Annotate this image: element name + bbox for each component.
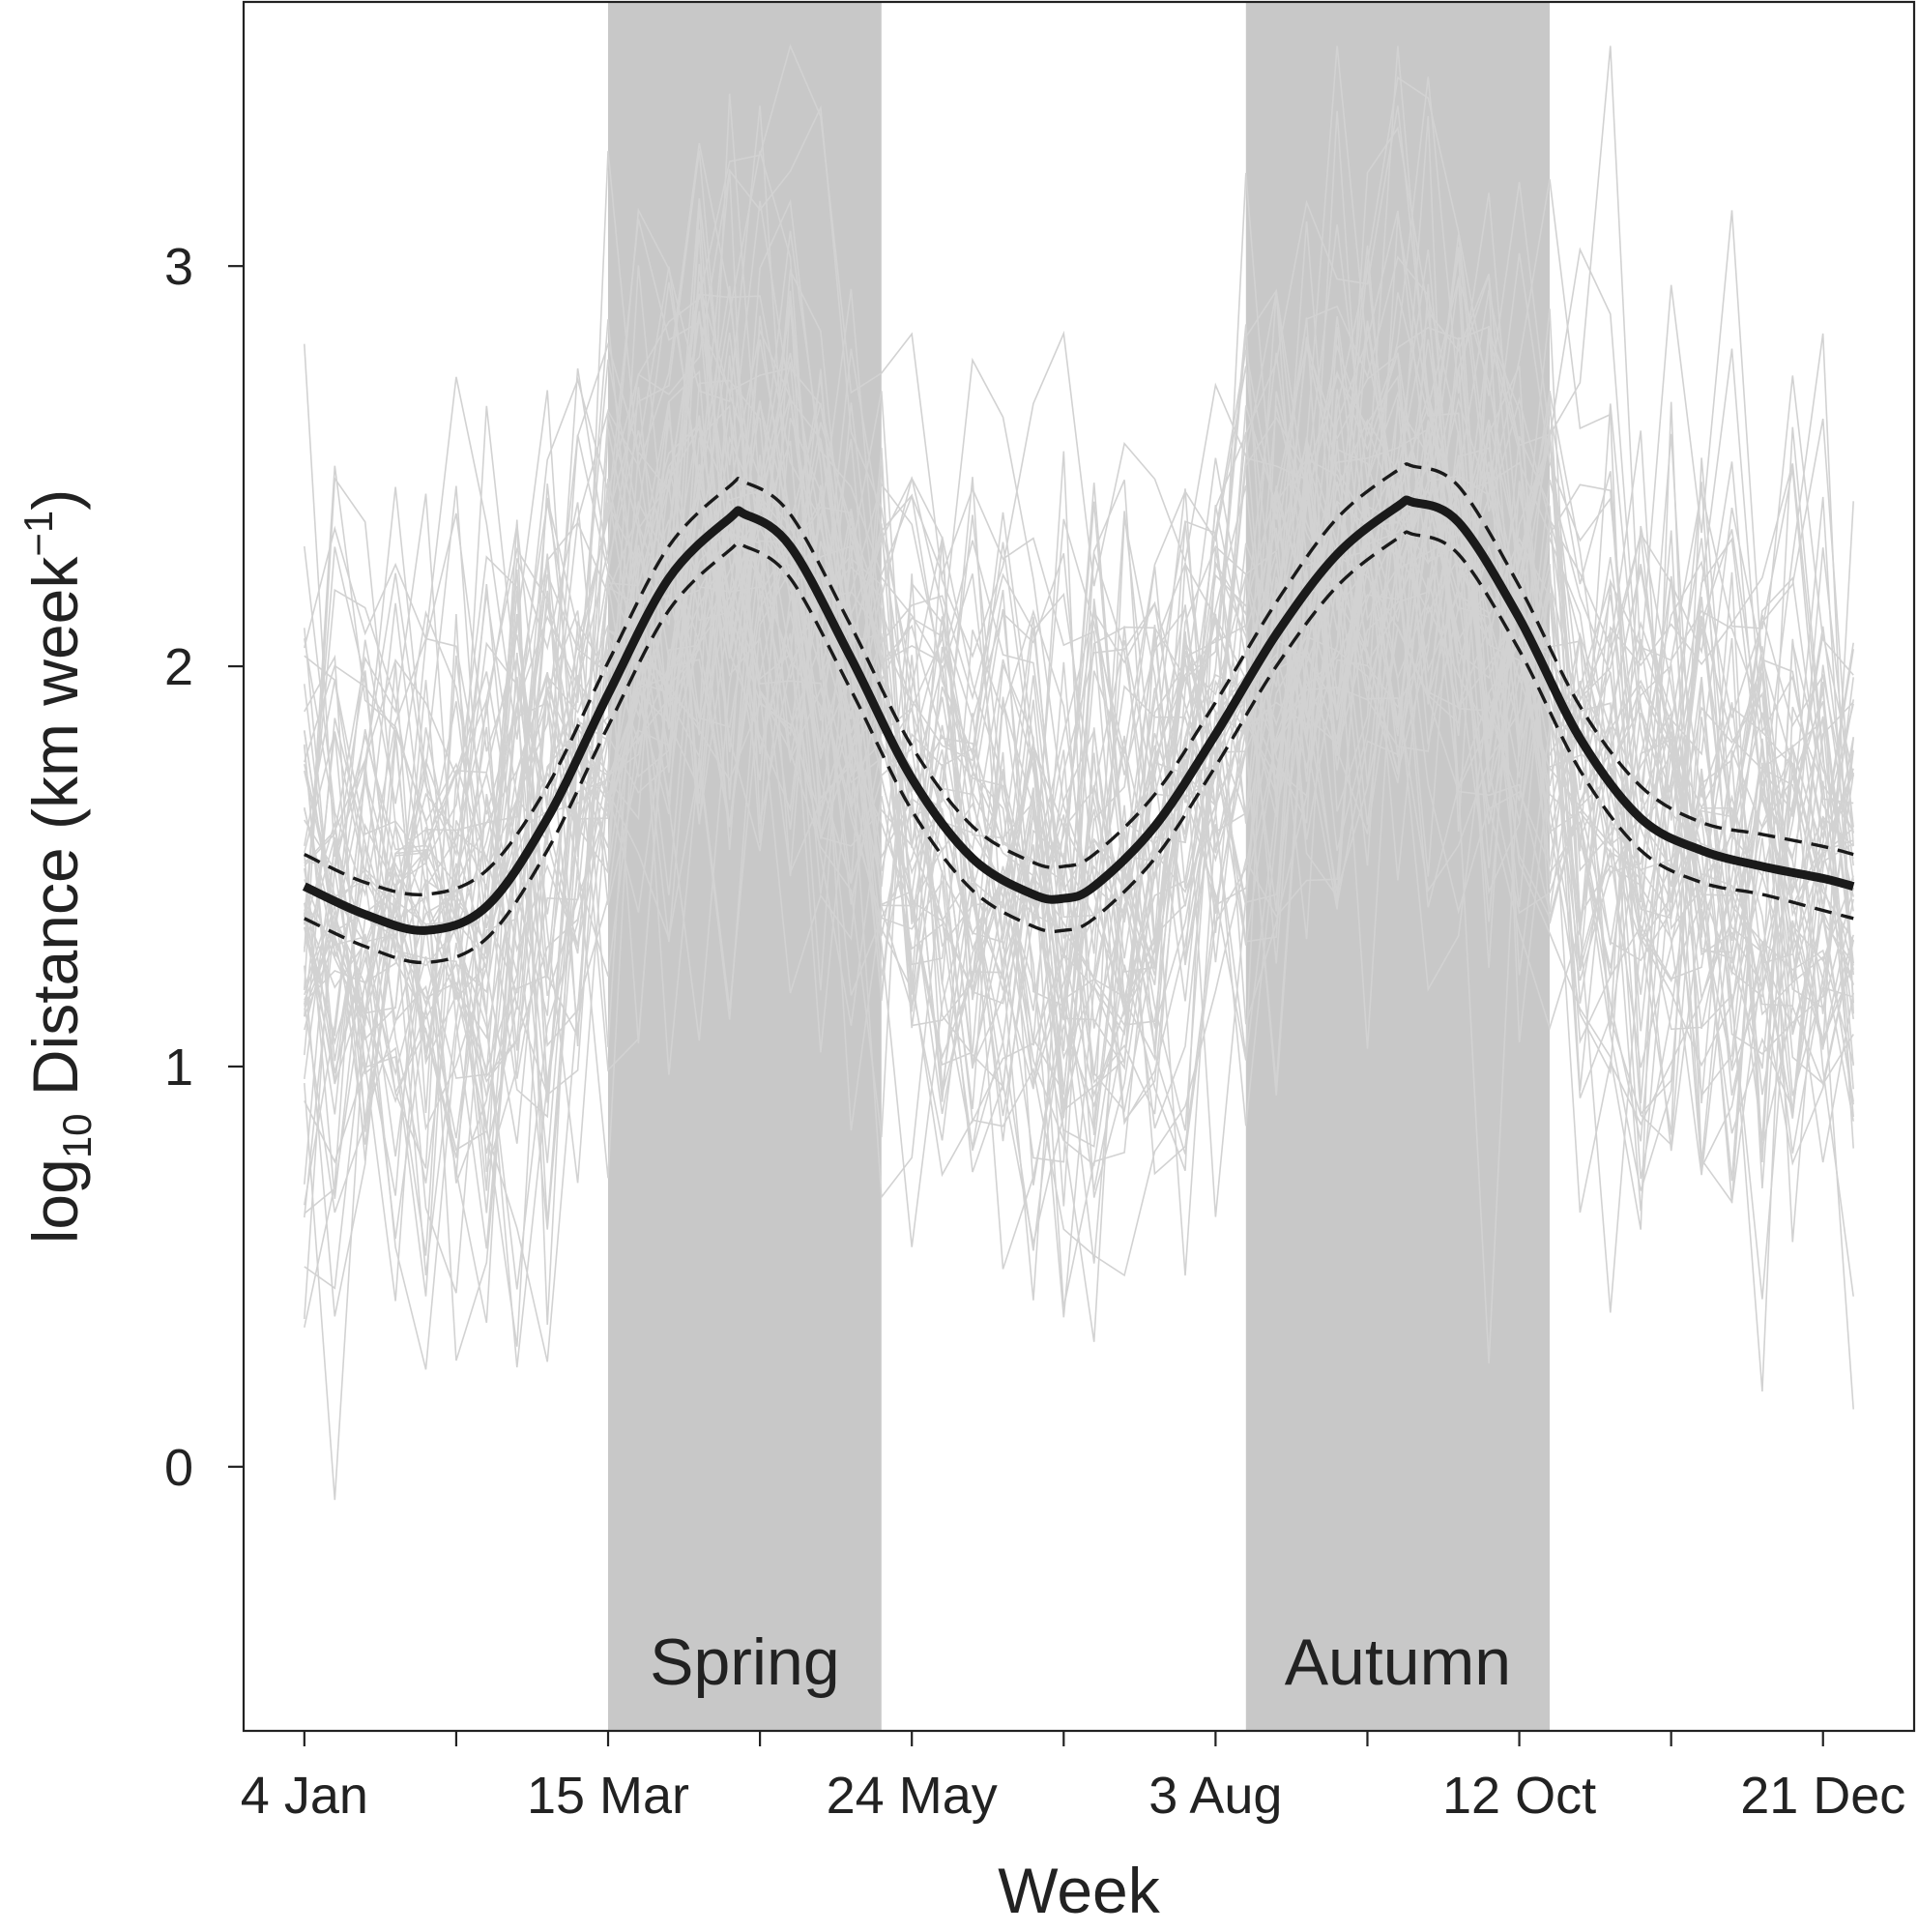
individual-track xyxy=(304,44,1854,740)
x-tick-label: 3 Aug xyxy=(1148,1767,1282,1825)
individual-tracks xyxy=(304,44,1854,1501)
plot-border xyxy=(242,0,1916,1733)
individual-track xyxy=(304,268,1854,966)
individual-track xyxy=(304,229,1854,1176)
y-tick-label: 0 xyxy=(164,1439,193,1497)
plot-frame xyxy=(242,0,1916,1733)
individual-track xyxy=(304,294,1854,1163)
fitted-mean-line xyxy=(302,495,1855,935)
x-tick-label: 21 Dec xyxy=(1740,1767,1905,1825)
individual-track xyxy=(304,404,1854,1368)
individual-track xyxy=(304,457,1854,1308)
season-label-autumn: Autumn xyxy=(1285,1625,1511,1699)
y-tick-label: 2 xyxy=(164,638,193,696)
x-tick-label: 4 Jan xyxy=(241,1767,368,1825)
individual-track xyxy=(304,366,1854,1155)
x-tick-label: 24 May xyxy=(827,1767,998,1825)
fitted-curves xyxy=(302,462,1855,965)
axis-titles: Week log10 Distance (km week−1) xyxy=(15,489,1161,1926)
individual-track xyxy=(304,45,1854,974)
individual-track xyxy=(304,457,1854,1326)
x-axis: 4 Jan 15 Mar 24 May 3 Aug 12 Oct 21 Dec xyxy=(241,1731,1905,1825)
individual-track xyxy=(304,220,1854,1149)
y-axis: 0 1 2 3 xyxy=(164,238,244,1497)
y-tick-label: 1 xyxy=(164,1039,193,1097)
individual-track xyxy=(304,404,1854,1198)
x-axis-title: Week xyxy=(998,1855,1161,1926)
individual-track xyxy=(304,151,1854,1050)
individual-track xyxy=(304,150,1854,1014)
season-band-autumn xyxy=(1245,2,1550,1731)
individual-track xyxy=(304,395,1854,1347)
individual-track xyxy=(304,402,1854,1040)
y-tick-label: 3 xyxy=(164,238,193,296)
y-axis-title: log10 Distance (km week−1) xyxy=(15,489,100,1244)
season-label-spring: Spring xyxy=(650,1625,840,1699)
ci-lower-line xyxy=(304,530,1854,965)
individual-track xyxy=(304,293,1854,1064)
x-tick-label: 12 Oct xyxy=(1442,1767,1596,1825)
ci-upper-line xyxy=(304,462,1854,897)
x-tick-label: 15 Mar xyxy=(527,1767,689,1825)
individual-track xyxy=(304,283,1854,1206)
